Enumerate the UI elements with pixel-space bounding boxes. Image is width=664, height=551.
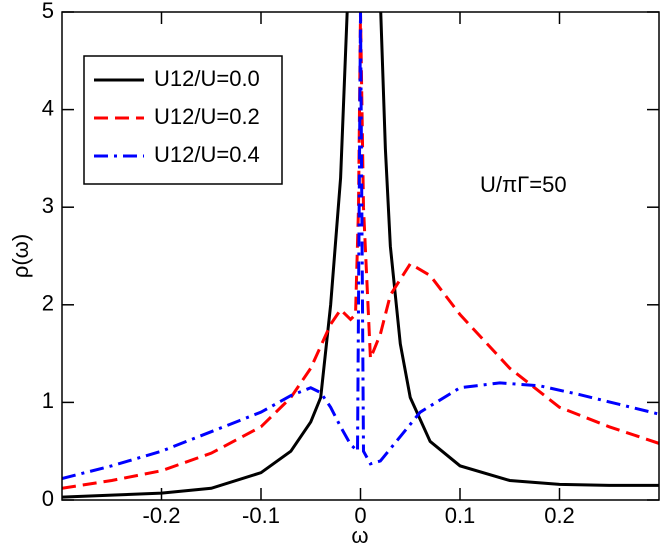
legend-box <box>83 55 283 185</box>
x-tick-label: -0.2 <box>143 503 181 528</box>
x-tick-label: 0.2 <box>544 503 575 528</box>
y-tick-label: 3 <box>42 193 54 218</box>
legend-label: U12/U=0.4 <box>154 142 260 167</box>
x-tick-label: 0 <box>354 503 366 528</box>
y-tick-label: 5 <box>42 0 54 23</box>
y-tick-label: 1 <box>42 388 54 413</box>
plot-frame <box>61 11 660 501</box>
x-axis-label: ω <box>351 523 368 548</box>
series-line <box>62 12 659 499</box>
y-tick-label: 4 <box>42 95 54 120</box>
legend-label: U12/U=0.2 <box>154 104 260 129</box>
x-tick-label: 0.1 <box>445 503 476 528</box>
y-tick-label: 0 <box>42 486 54 511</box>
annotation: U/πΓ=50 <box>480 172 567 197</box>
y-axis-label: ρ(ω) <box>8 234 33 278</box>
series-line <box>62 12 659 480</box>
x-tick-label: -0.1 <box>242 503 280 528</box>
y-tick-label: 2 <box>42 291 54 316</box>
legend-label: U12/U=0.0 <box>154 66 260 91</box>
